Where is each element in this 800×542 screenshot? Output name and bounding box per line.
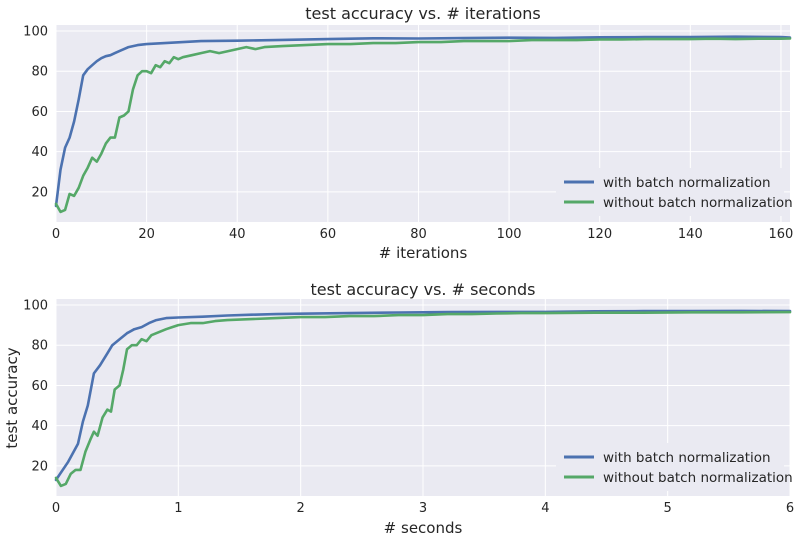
x-tick-label: 4 xyxy=(541,501,549,516)
legend-label-without-bn-iterations: without batch normalization xyxy=(603,195,793,211)
legend-label-with-bn-seconds: with batch normalization xyxy=(603,450,771,466)
yticks-seconds: 20 40 60 80 100 xyxy=(23,299,48,475)
y-tick-label: 80 xyxy=(31,65,48,80)
x-tick-label: 20 xyxy=(138,227,155,242)
series-iterations xyxy=(54,35,792,214)
legend-seconds: with batch normalization without batch n… xyxy=(556,443,793,491)
legend-box-iterations xyxy=(556,168,784,216)
y-tick-label: 40 xyxy=(31,145,48,160)
x-tick-label: 2 xyxy=(297,501,305,516)
legend-box-seconds xyxy=(556,443,784,491)
x-axis-label-seconds: # seconds xyxy=(384,519,463,537)
legend-iterations: with batch normalization without batch n… xyxy=(556,168,793,216)
x-axis-label-iterations: # iterations xyxy=(379,244,468,262)
xticks-iterations: 0 20 40 60 80 100 120 140 160 xyxy=(52,227,793,242)
chart-iterations: 0 20 40 60 80 100 120 140 160 20 40 60 80 100 test a… xyxy=(23,4,793,262)
y-tick-label: 20 xyxy=(31,185,48,200)
y-axis-label-seconds: test accuracy xyxy=(3,347,21,448)
y-tick-label: 100 xyxy=(23,299,48,314)
chart-title-seconds: test accuracy vs. # seconds xyxy=(311,280,536,299)
y-tick-label: 60 xyxy=(31,379,48,394)
series-line-without-bn xyxy=(54,37,792,214)
y-tick-label: 80 xyxy=(31,339,48,354)
series-seconds xyxy=(54,309,792,488)
x-tick-label: 0 xyxy=(52,501,60,516)
yticks-iterations: 20 40 60 80 100 xyxy=(23,25,48,201)
chart-title-iterations: test accuracy vs. # iterations xyxy=(305,4,540,23)
x-tick-label: 40 xyxy=(229,227,246,242)
x-tick-label: 6 xyxy=(786,501,794,516)
x-tick-label: 0 xyxy=(52,227,60,242)
x-tick-label: 60 xyxy=(320,227,337,242)
series-line-without-bn xyxy=(54,310,792,488)
x-tick-label: 5 xyxy=(664,501,672,516)
x-tick-label: 100 xyxy=(497,227,522,242)
x-tick-label: 1 xyxy=(174,501,182,516)
legend-label-with-bn-iterations: with batch normalization xyxy=(603,175,771,191)
chart-seconds: 0 1 2 3 4 5 6 20 40 60 80 100 test accuracy vs. # … xyxy=(3,280,794,537)
x-tick-label: 120 xyxy=(587,227,612,242)
x-tick-label: 3 xyxy=(419,501,427,516)
y-tick-label: 40 xyxy=(31,419,48,434)
x-tick-label: 140 xyxy=(678,227,703,242)
y-tick-label: 60 xyxy=(31,105,48,120)
legend-label-without-bn-seconds: without batch normalization xyxy=(603,470,793,486)
xticks-seconds: 0 1 2 3 4 5 6 xyxy=(52,501,794,516)
y-tick-label: 20 xyxy=(31,459,48,474)
y-tick-label: 100 xyxy=(23,25,48,40)
series-line-with-bn xyxy=(54,35,792,208)
x-tick-label: 80 xyxy=(410,227,427,242)
x-tick-label: 160 xyxy=(769,227,794,242)
